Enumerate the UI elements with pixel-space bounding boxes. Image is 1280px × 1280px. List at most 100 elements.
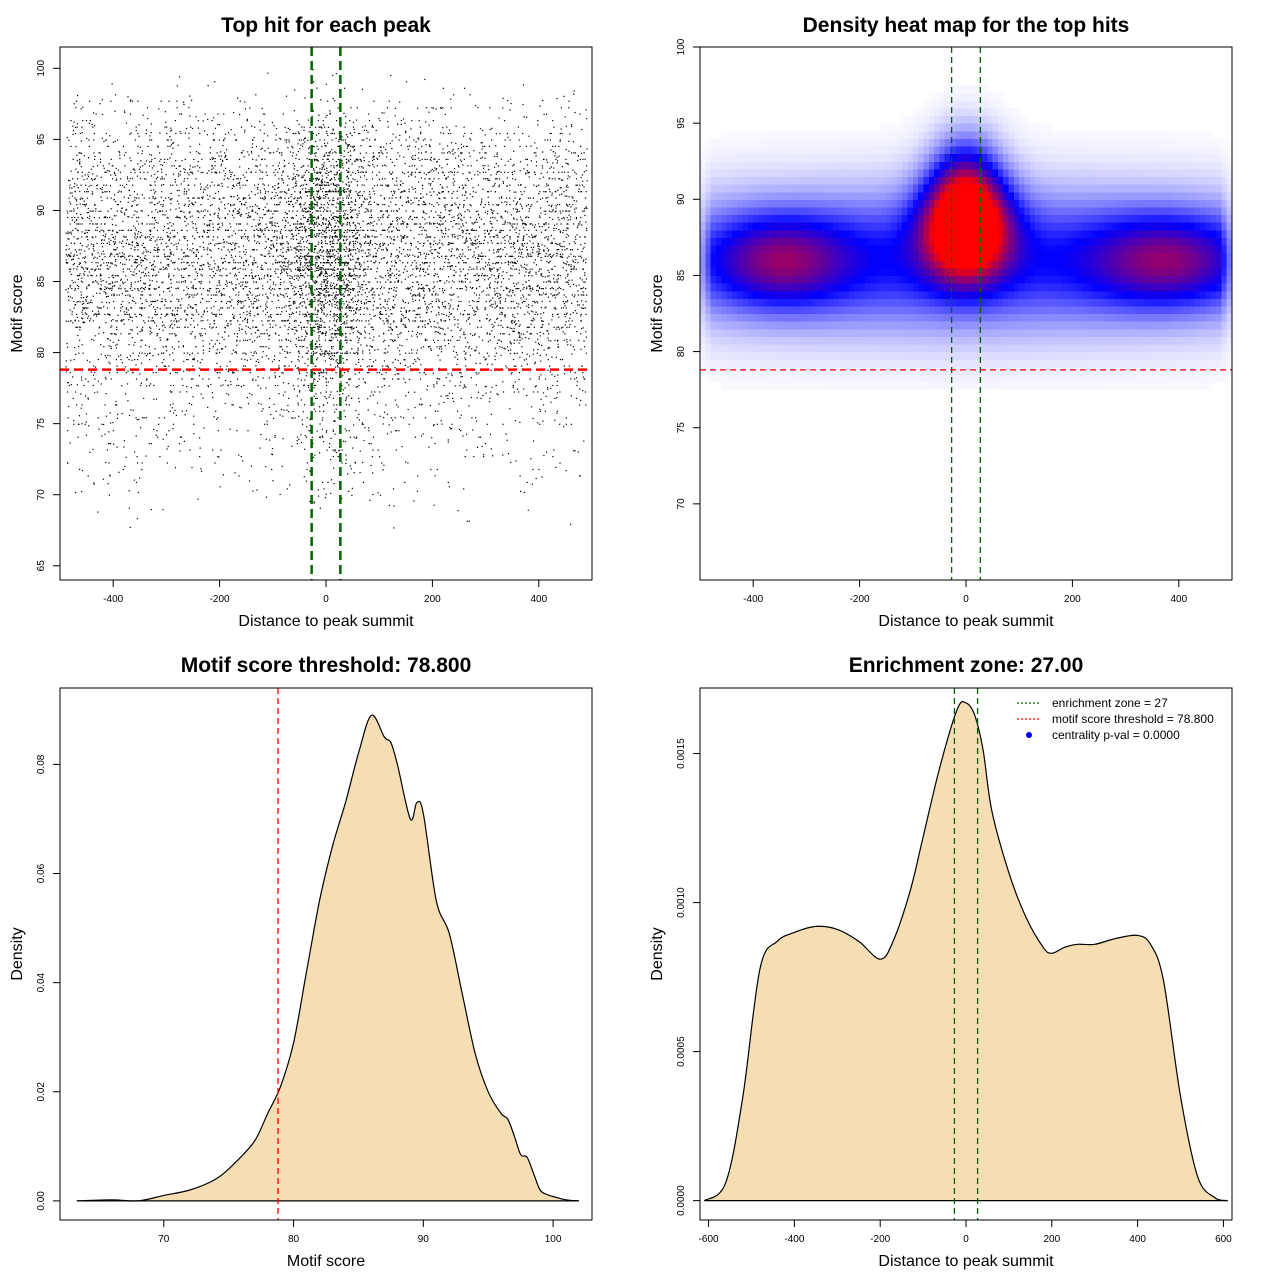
scatter-point	[83, 274, 85, 276]
scatter-point	[223, 197, 225, 199]
scatter-point	[142, 271, 144, 273]
scatter-point	[232, 372, 234, 374]
scatter-point	[295, 343, 297, 346]
scatter-point	[396, 220, 398, 222]
scatter-point	[422, 187, 424, 190]
scatter-point	[248, 168, 250, 170]
scatter-point	[176, 298, 178, 300]
scatter-point	[382, 215, 384, 217]
scatter-point	[345, 352, 347, 354]
scatter-point	[234, 208, 236, 210]
scatter-point	[337, 198, 339, 201]
scatter-point	[414, 165, 416, 167]
scatter-point	[313, 378, 315, 380]
scatter-point	[570, 253, 572, 255]
scatter-point	[318, 331, 320, 333]
scatter-point	[169, 232, 171, 234]
scatter-point	[90, 243, 92, 245]
scatter-point	[224, 152, 226, 154]
scatter-point	[333, 313, 335, 315]
scatter-point	[69, 210, 71, 212]
scatter-point	[137, 163, 139, 165]
scatter-point	[550, 293, 552, 295]
scatter-point	[407, 255, 409, 257]
scatter-point	[210, 297, 212, 300]
scatter-point	[68, 268, 70, 270]
scatter-point	[183, 191, 185, 193]
scatter-point	[436, 281, 438, 283]
scatter-point	[304, 179, 307, 182]
scatter-point	[337, 221, 339, 223]
scatter-point	[140, 362, 143, 364]
scatter-point	[321, 311, 323, 313]
scatter-point	[378, 171, 380, 173]
scatter-point	[294, 191, 296, 193]
scatter-point	[309, 470, 311, 472]
scatter-point	[224, 402, 226, 405]
scatter-point	[327, 134, 329, 137]
scatter-point	[358, 262, 360, 264]
scatter-point	[550, 166, 552, 168]
scatter-point	[314, 155, 317, 157]
scatter-point	[145, 249, 147, 251]
scatter-point	[125, 372, 127, 374]
scatter-point	[67, 231, 69, 233]
scatter-point	[323, 404, 325, 406]
scatter-point	[394, 367, 396, 369]
scatter-point	[449, 294, 451, 296]
scatter-point	[528, 285, 530, 287]
scatter-point	[281, 465, 283, 467]
scatter-point	[438, 191, 440, 193]
scatter-point	[365, 274, 367, 276]
scatter-point	[256, 228, 258, 230]
scatter-point	[354, 267, 356, 269]
scatter-point	[508, 255, 510, 257]
scatter-point	[400, 332, 402, 334]
scatter-point	[513, 282, 515, 284]
scatter-point	[71, 219, 73, 221]
scatter-point	[498, 277, 500, 279]
scatter-point	[401, 237, 403, 239]
scatter-point	[108, 462, 110, 464]
scatter-point	[526, 286, 528, 288]
scatter-point	[560, 179, 562, 181]
scatter-point	[318, 324, 320, 326]
scatter-point	[298, 233, 300, 235]
scatter-point	[453, 167, 456, 170]
scatter-point	[441, 313, 443, 315]
scatter-point	[256, 249, 258, 251]
scatter-point	[237, 97, 239, 99]
scatter-point	[337, 240, 339, 242]
scatter-point	[417, 137, 419, 139]
scatter-point	[77, 223, 79, 225]
scatter-point	[380, 313, 382, 315]
scatter-point	[391, 147, 393, 150]
scatter-point	[299, 148, 301, 150]
scatter-point	[558, 248, 560, 251]
scatter-point	[238, 291, 240, 293]
scatter-point	[364, 381, 366, 383]
scatter-point	[559, 275, 561, 277]
scatter-point	[262, 310, 264, 312]
scatter-point	[331, 268, 333, 270]
scatter-point	[269, 334, 271, 336]
scatter-point	[75, 353, 77, 355]
scatter-point	[476, 268, 478, 270]
scatter-point	[567, 344, 569, 346]
scatter-point	[294, 417, 296, 419]
scatter-point	[296, 173, 298, 176]
scatter-point	[354, 462, 356, 464]
scatter-point	[348, 294, 350, 296]
scatter-point	[231, 256, 233, 258]
scatter-point	[350, 310, 352, 312]
scatter-point	[300, 236, 302, 238]
scatter-point	[567, 171, 569, 173]
scatter-point	[323, 410, 325, 412]
scatter-point	[463, 350, 465, 353]
scatter-point	[93, 257, 95, 259]
scatter-point	[357, 281, 359, 283]
scatter-point	[319, 210, 321, 212]
scatter-point	[123, 319, 125, 321]
scatter-point	[251, 146, 253, 148]
scatter-point	[352, 235, 354, 237]
